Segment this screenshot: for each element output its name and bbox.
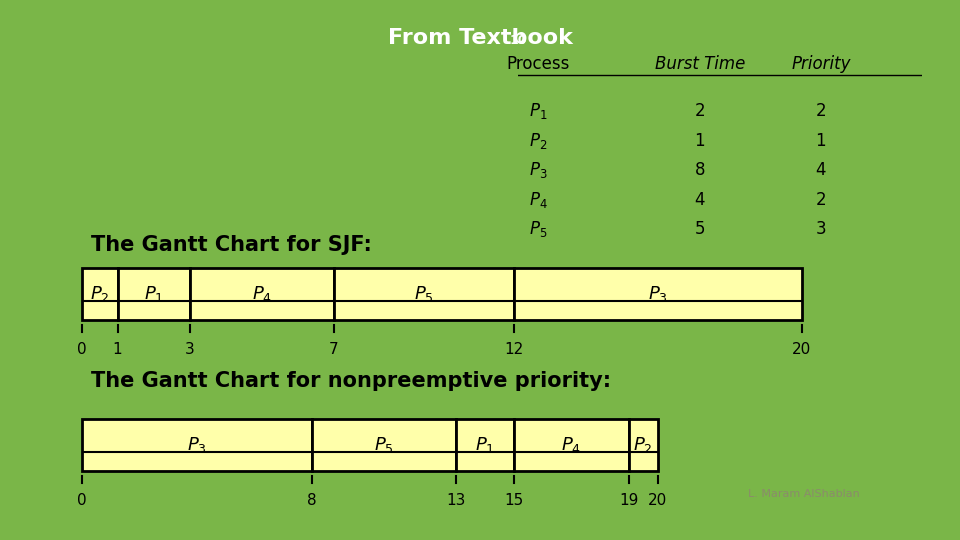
FancyBboxPatch shape — [514, 268, 802, 320]
FancyBboxPatch shape — [514, 419, 629, 471]
Text: $P_{2}$: $P_{2}$ — [90, 284, 109, 304]
FancyBboxPatch shape — [334, 268, 514, 320]
Text: 15: 15 — [504, 493, 523, 508]
FancyBboxPatch shape — [117, 268, 190, 320]
Text: $P_{2}$: $P_{2}$ — [634, 435, 653, 455]
Text: 12: 12 — [504, 342, 523, 357]
Text: 5: 5 — [695, 220, 705, 238]
FancyBboxPatch shape — [189, 268, 334, 320]
Text: 2: 2 — [694, 102, 706, 120]
Text: 7: 7 — [328, 342, 339, 357]
Text: 10: 10 — [510, 34, 527, 47]
Text: 2: 2 — [815, 191, 827, 208]
FancyBboxPatch shape — [82, 419, 312, 471]
Text: $P_{2}$: $P_{2}$ — [529, 131, 548, 151]
Text: $P_{3}$: $P_{3}$ — [648, 284, 667, 304]
FancyBboxPatch shape — [629, 419, 658, 471]
Text: $P_{4}$: $P_{4}$ — [252, 284, 272, 304]
Text: $P_{5}$: $P_{5}$ — [529, 219, 548, 239]
Text: $P_{1}$: $P_{1}$ — [475, 435, 494, 455]
Text: $P_{1}$: $P_{1}$ — [529, 101, 548, 122]
Text: $P_{5}$: $P_{5}$ — [414, 284, 434, 304]
FancyBboxPatch shape — [312, 419, 456, 471]
Text: 1: 1 — [815, 132, 827, 150]
Text: Burst Time: Burst Time — [655, 55, 745, 73]
Text: $P_{3}$: $P_{3}$ — [529, 160, 548, 180]
Text: 4: 4 — [816, 161, 826, 179]
FancyBboxPatch shape — [456, 419, 514, 471]
Text: 6.16 (a): 6.16 (a) — [91, 100, 226, 129]
Text: 0: 0 — [77, 342, 86, 357]
Text: From Textbook: From Textbook — [388, 28, 572, 48]
Text: 13: 13 — [446, 493, 466, 508]
Text: 4: 4 — [695, 191, 705, 208]
Text: L. Maram AlShablan: L. Maram AlShablan — [748, 489, 860, 500]
Text: 20: 20 — [792, 342, 811, 357]
Text: 8: 8 — [307, 493, 317, 508]
Text: The Gantt Chart for nonpreemptive priority:: The Gantt Chart for nonpreemptive priori… — [91, 370, 612, 390]
Text: 1: 1 — [112, 342, 123, 357]
Text: $P_{5}$: $P_{5}$ — [374, 435, 394, 455]
Text: 19: 19 — [619, 493, 638, 508]
Text: Priority: Priority — [791, 55, 851, 73]
Text: $P_{1}$: $P_{1}$ — [144, 284, 163, 304]
Text: $P_{4}$: $P_{4}$ — [529, 190, 548, 210]
Text: 8: 8 — [695, 161, 705, 179]
Text: 3: 3 — [184, 342, 195, 357]
Text: 20: 20 — [648, 493, 667, 508]
Text: 1: 1 — [694, 132, 706, 150]
Text: 3: 3 — [815, 220, 827, 238]
Text: $P_{3}$: $P_{3}$ — [187, 435, 206, 455]
Text: The Gantt Chart for SJF:: The Gantt Chart for SJF: — [91, 235, 372, 255]
Text: Process: Process — [507, 55, 570, 73]
Text: $P_{4}$: $P_{4}$ — [562, 435, 581, 455]
Text: 2: 2 — [815, 102, 827, 120]
Text: 0: 0 — [77, 493, 86, 508]
FancyBboxPatch shape — [82, 268, 117, 320]
